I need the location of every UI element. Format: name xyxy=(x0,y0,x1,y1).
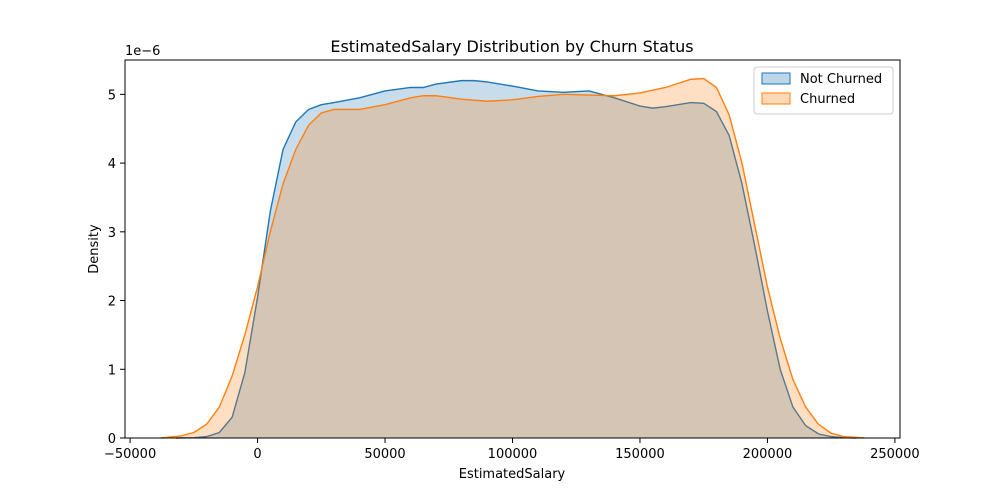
legend-swatch-churned xyxy=(761,92,791,105)
y-tick-label: 5 xyxy=(108,88,116,103)
y-axis-title: Density xyxy=(87,224,102,274)
x-tick-label: 100000 xyxy=(488,447,538,462)
y-tick-label: 0 xyxy=(108,432,116,447)
y-tick-label: 3 xyxy=(108,226,116,241)
legend-swatch-not-churned xyxy=(761,72,791,85)
y-offset-label: 1e−6 xyxy=(125,44,160,59)
legend-label-not-churned: Not Churned xyxy=(800,72,882,87)
x-tick-label: 250000 xyxy=(870,447,920,462)
series-area-not-churned xyxy=(175,80,857,439)
chart-title: EstimatedSalary Distribution by Churn St… xyxy=(330,37,693,56)
x-axis: −50000 0 50000 100000 150000 200000 250000 xyxy=(104,438,920,462)
y-tick-label: 1 xyxy=(108,363,116,378)
legend-box xyxy=(753,66,894,115)
y-tick-label: 2 xyxy=(108,295,116,310)
x-tick-label: 50000 xyxy=(364,447,405,462)
legend-label-churned: Churned xyxy=(800,92,855,107)
x-tick-label: 0 xyxy=(253,447,261,462)
x-tick-label: −50000 xyxy=(104,447,156,462)
series-area-churned xyxy=(160,78,865,438)
y-axis: 0 1 2 3 4 5 xyxy=(108,88,125,447)
legend: Not Churned Churned xyxy=(753,66,894,115)
x-tick-label: 200000 xyxy=(743,447,793,462)
x-axis-title: EstimatedSalary xyxy=(459,467,566,482)
plot-area xyxy=(160,77,865,439)
series-line-not-churned xyxy=(175,79,857,439)
x-tick-label: 150000 xyxy=(615,447,665,462)
y-tick-label: 4 xyxy=(108,157,116,172)
series-line-churned xyxy=(160,77,865,439)
